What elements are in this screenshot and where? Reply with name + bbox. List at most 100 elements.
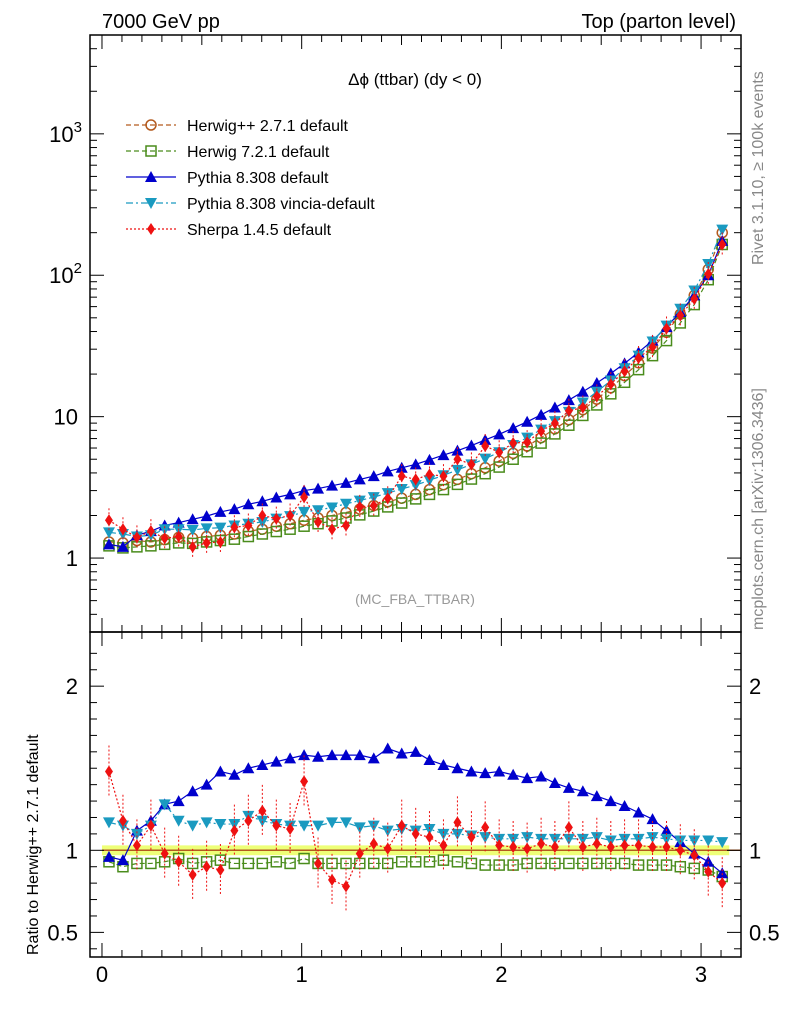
ratio-point	[118, 814, 127, 827]
legend-label: Sherpa 1.4.5 default	[187, 222, 332, 239]
ratio-point	[369, 837, 378, 850]
data-point	[507, 422, 520, 434]
ratio-point	[258, 804, 267, 817]
data-point	[244, 519, 253, 532]
data-point	[300, 491, 309, 504]
data-point	[662, 322, 671, 335]
data-point	[314, 515, 323, 528]
data-point	[214, 505, 227, 517]
legend-marker	[145, 119, 157, 131]
data-point	[228, 533, 241, 545]
data-point	[606, 378, 615, 391]
data-point	[451, 464, 464, 476]
ratio-plot-frame	[89, 631, 742, 958]
ratio-point	[188, 868, 197, 881]
ratio-axis-ticks: 0.5 0.5 1 1 2 2 0 1 2 3	[47, 632, 780, 987]
ratio-point	[214, 819, 227, 831]
ratio-point	[172, 795, 185, 807]
ratio-point	[507, 833, 520, 845]
ratio-point	[381, 742, 394, 754]
legend-label: Herwig 7.2.1 default	[187, 144, 330, 161]
ratio-point	[102, 817, 115, 829]
data-point	[423, 488, 436, 501]
ratio-point	[509, 841, 518, 854]
ratio-point	[465, 765, 478, 777]
ratio-point	[618, 799, 631, 811]
ratio-point	[423, 823, 436, 835]
data-point	[242, 530, 255, 543]
data-point	[104, 514, 113, 527]
data-point	[634, 351, 643, 364]
data-point	[521, 415, 534, 427]
data-point	[272, 512, 281, 525]
data-point	[355, 500, 364, 513]
ratio-point	[200, 817, 213, 829]
ratio-point	[590, 832, 603, 844]
ratio-point	[202, 860, 211, 873]
data-point	[409, 480, 422, 492]
ratio-point	[270, 755, 283, 767]
ratio-y-tick-label-right: 0.5	[749, 920, 780, 945]
ratio-point	[312, 820, 325, 832]
data-point	[286, 509, 295, 522]
ratio-point	[146, 819, 155, 832]
data-point	[535, 437, 547, 449]
ratio-point	[298, 820, 311, 832]
ratio-line	[108, 771, 723, 888]
ratio-y-tick-label: 2	[66, 674, 78, 699]
mcplots-label: mcplots.cern.ch [arXiv:1306.3436]	[750, 388, 767, 630]
ratio-point	[590, 790, 603, 802]
x-tick-label: 0	[96, 962, 108, 987]
ratio-curves	[101, 742, 741, 913]
data-point	[174, 530, 183, 543]
ratio-point	[576, 833, 589, 845]
ratio-point	[244, 814, 253, 827]
legend-entry: Pythia 8.308 vincia-default	[126, 196, 375, 213]
ratio-point	[367, 752, 380, 764]
ratio-point	[186, 820, 199, 832]
ratio-point	[242, 857, 255, 870]
data-point	[256, 516, 269, 528]
ratio-point	[216, 864, 225, 877]
ratio-point	[690, 849, 699, 862]
ratio-point	[298, 749, 311, 761]
data-point	[214, 522, 227, 534]
data-point	[676, 309, 685, 322]
ratio-point	[102, 850, 115, 862]
data-point	[369, 499, 378, 512]
ratio-point	[550, 841, 559, 854]
data-point	[270, 525, 283, 538]
header-left: 7000 GeV pp	[102, 11, 220, 33]
x-tick-label: 3	[695, 962, 707, 987]
data-point	[451, 444, 464, 456]
data-point	[523, 436, 532, 449]
ratio-point	[298, 852, 310, 865]
ratio-point	[284, 752, 297, 764]
ratio-point	[132, 839, 141, 852]
ratio-point	[451, 856, 464, 868]
ratio-point	[716, 837, 729, 849]
ratio-plot: 0.5 0.5 1 1 2 2 0 1 2 3 Ratio to Herwig++ 2.7.1 d…	[25, 631, 780, 987]
data-point	[409, 458, 422, 470]
data-point	[188, 540, 197, 553]
data-point	[592, 390, 601, 403]
ratio-point	[160, 847, 169, 860]
data-point	[648, 341, 657, 354]
data-point	[479, 453, 492, 465]
legend-entry: Herwig 7.2.1 default	[126, 144, 330, 161]
legend-marker	[145, 198, 157, 209]
ratio-point	[270, 856, 283, 868]
data-point	[383, 492, 392, 505]
data-point	[340, 498, 353, 510]
data-point	[479, 467, 491, 480]
ratio-point	[660, 833, 673, 845]
ratio-point	[620, 839, 629, 852]
data-point	[270, 491, 283, 503]
data-point	[660, 334, 673, 347]
data-point	[702, 259, 715, 271]
ratio-point	[479, 859, 491, 871]
ratio-series-sherpa-1-4-5-default	[104, 745, 727, 913]
ratio-point	[200, 778, 213, 790]
legend-marker	[145, 145, 157, 157]
legend-entry: Pythia 8.308 default	[126, 170, 329, 187]
